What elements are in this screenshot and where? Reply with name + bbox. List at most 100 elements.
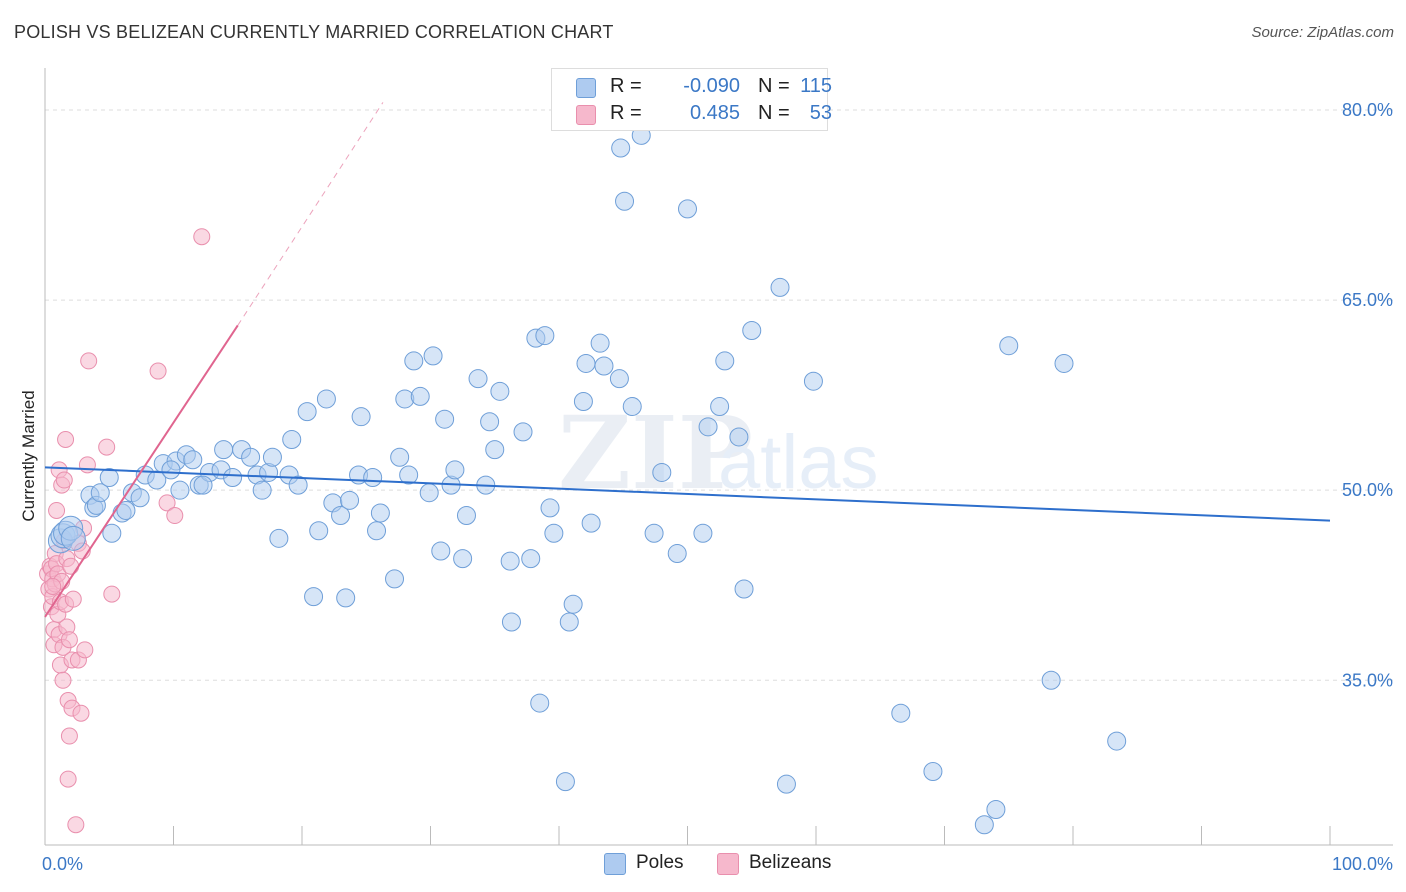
poles-point [803, 371, 823, 391]
belizeans-point [57, 430, 75, 448]
poles-point [891, 703, 911, 723]
belizeans-point [166, 507, 184, 525]
belizeans-point [60, 631, 78, 649]
poles-point [581, 513, 601, 533]
correlation-legend: R = -0.090 N = 115 R = 0.485 N = 53 [551, 68, 832, 131]
legend-n-value: 115 [800, 75, 832, 97]
poles-trend-line [44, 466, 1331, 522]
poles-point [555, 772, 575, 792]
poles-point [563, 594, 583, 614]
poles-point [241, 447, 261, 467]
poles-point [776, 774, 796, 794]
poles-point [770, 277, 790, 297]
belizeans-legend-label: Belizeans [749, 852, 832, 873]
legend-r-value: 0.485 [689, 102, 740, 124]
poles-point [102, 523, 122, 543]
poles-point [336, 588, 356, 608]
y-tick-label: 80.0% [1342, 100, 1393, 120]
poles-point [986, 800, 1006, 820]
poles-point [698, 417, 718, 437]
poles-point [435, 409, 455, 429]
poles-point [500, 551, 520, 571]
belizeans-point [67, 816, 85, 834]
poles-legend-swatch [604, 853, 626, 875]
belizeans-trend-line [44, 324, 239, 618]
poles-point [693, 523, 713, 543]
belizeans-swatch [576, 105, 596, 125]
poles-point [351, 407, 371, 427]
chart-title: POLISH VS BELIZEAN CURRENTLY MARRIED COR… [14, 22, 614, 42]
x-tick-label: 100.0% [1332, 854, 1393, 874]
poles-point [652, 462, 672, 482]
poles-point [363, 468, 383, 488]
poles-point [367, 521, 387, 541]
poles-point [130, 488, 150, 508]
legend-r-label: R = [610, 75, 642, 97]
poles-point [521, 549, 541, 569]
belizeans-point [62, 557, 80, 575]
legend-r-label: R = [610, 102, 642, 124]
y-tick-labels: 35.0% 50.0% 65.0% 80.0% [1342, 100, 1393, 690]
poles-point [573, 391, 593, 411]
poles-point [742, 321, 762, 341]
poles-point [667, 544, 687, 564]
belizeans-legend-swatch [717, 853, 739, 875]
poles-point [90, 483, 110, 503]
poles-point [530, 693, 550, 713]
poles-point [223, 468, 243, 488]
poles-series [47, 125, 1127, 835]
poles-point [161, 460, 181, 480]
poles-point [999, 336, 1019, 356]
poles-point [445, 460, 465, 480]
belizeans-point [44, 577, 62, 595]
poles-point [490, 381, 510, 401]
poles-point [576, 353, 596, 373]
poles-point [1107, 731, 1127, 751]
legend-r-value: -0.090 [683, 75, 740, 97]
poles-point [678, 199, 697, 219]
poles-point [390, 447, 410, 467]
poles-point [282, 429, 302, 449]
poles-point [609, 369, 629, 389]
poles-point [340, 490, 360, 510]
trend-lines [44, 102, 1331, 618]
poles-point [734, 579, 754, 599]
poles-point [309, 521, 329, 541]
poles-point [622, 397, 642, 417]
legend-n-value: 53 [809, 102, 832, 124]
poles-point [297, 402, 317, 422]
poles-point [423, 346, 443, 366]
poles-point [370, 503, 390, 523]
x-tick-label: 0.0% [42, 854, 83, 874]
poles-point [419, 483, 439, 503]
poles-point [540, 498, 560, 518]
poles-point [331, 506, 351, 526]
poles-point [304, 587, 324, 607]
poles-point [485, 440, 505, 460]
poles-point [399, 465, 419, 485]
poles-point [594, 356, 614, 376]
belizeans-point [48, 501, 66, 519]
belizeans-point [193, 228, 211, 246]
y-tick-label: 50.0% [1342, 480, 1393, 500]
poles-point [480, 412, 500, 432]
belizeans-point [103, 585, 121, 603]
belizeans-point [80, 352, 98, 370]
poles-point [1041, 670, 1061, 690]
x-tick-labels: 0.0% 100.0% [42, 854, 1393, 874]
source-label: Source: ZipAtlas.com [1251, 24, 1394, 41]
poles-point [214, 440, 234, 460]
belizeans-point [76, 641, 94, 659]
poles-point [453, 549, 473, 569]
poles-point [116, 500, 136, 520]
poles-point [99, 468, 119, 488]
poles-point [288, 475, 308, 495]
poles-swatch [576, 78, 596, 98]
poles-point [410, 386, 430, 406]
poles-legend-label: Poles [636, 852, 684, 873]
poles-point [559, 612, 579, 632]
poles-point [431, 541, 451, 561]
legend-n-label: N = [758, 75, 790, 97]
poles-point [468, 369, 488, 389]
poles-point [611, 138, 631, 158]
